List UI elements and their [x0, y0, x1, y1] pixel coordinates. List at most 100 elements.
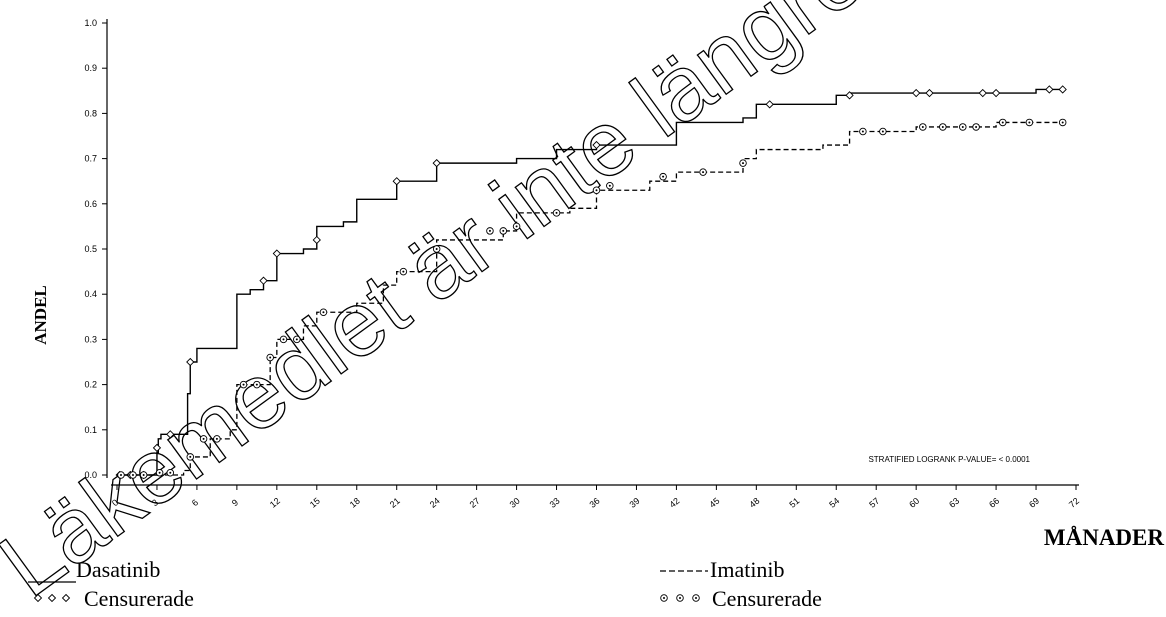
censor-marker-dasatinib — [978, 88, 987, 98]
censor-marker-dasatinib — [152, 443, 162, 453]
y-tick-label: 0.2 — [84, 380, 97, 390]
censor-marker-dasatinib — [432, 158, 441, 168]
censor-marker-dasatinib — [991, 88, 1001, 98]
y-tick-label: 0.6 — [84, 199, 97, 209]
legend-dasatinib-censor-label: Censurerade — [84, 586, 194, 611]
x-tick-label: 42 — [667, 496, 681, 510]
censor-marker-imatinib-dot — [975, 125, 978, 128]
censor-marker-imatinib-dot — [142, 474, 145, 476]
x-tick-label: 18 — [348, 496, 362, 510]
censor-marker-imatinib-dot — [255, 383, 258, 386]
legend-circle-marker-dot — [695, 597, 697, 599]
x-tick-label: 15 — [308, 496, 322, 510]
censor-marker-dasatinib — [592, 140, 601, 150]
censor-marker-imatinib-dot — [515, 225, 518, 228]
axes: 0 3 6 9 12 15 18 21 24 27 30 33 36 39 42 45 48 51 54 57 60 63… — [84, 18, 1081, 510]
x-tick-label: 51 — [787, 496, 801, 510]
censor-marker-imatinib-dot — [242, 383, 245, 386]
x-tick-label: 6 — [190, 497, 200, 508]
x-tick-label: 48 — [747, 496, 761, 510]
censor-marker-imatinib-dot — [881, 130, 884, 133]
censor-marker-dasatinib — [845, 91, 854, 100]
censor-marker-dasatinib — [1058, 85, 1067, 94]
x-tick-label: 3 — [150, 497, 160, 508]
censor-marker-imatinib-dot — [402, 270, 405, 273]
y-tick-label: 0.7 — [84, 154, 97, 164]
censor-marker-imatinib-dot — [435, 248, 438, 250]
censor-marker-imatinib-dot — [488, 229, 491, 232]
x-tick-label: 66 — [987, 496, 1001, 510]
y-tick-label: 0.9 — [84, 63, 97, 73]
censor-marker-dasatinib — [765, 100, 774, 109]
x-tick-label: 57 — [867, 496, 881, 510]
y-axis-label: ANDEL — [31, 285, 50, 345]
censor-marker-imatinib-dot — [1028, 121, 1031, 124]
x-tick-label: 39 — [627, 496, 641, 510]
legend-circle-marker-dot — [663, 597, 665, 599]
censor-marker-dasatinib — [186, 357, 195, 367]
y-tick-label: 1.0 — [84, 18, 97, 28]
censor-marker-dasatinib — [272, 249, 281, 258]
censor-marker-dasatinib — [392, 177, 401, 186]
censor-marker-imatinib-dot — [322, 311, 325, 314]
censor-marker-imatinib-dot — [269, 356, 272, 359]
y-tick-label: 0.0 — [84, 470, 97, 480]
censor-marker-imatinib-dot — [1001, 121, 1004, 124]
censor-marker-imatinib-dot — [941, 125, 944, 128]
censor-marker-imatinib-dot — [1061, 121, 1064, 124]
legend-imatinib-label: Imatinib — [710, 557, 785, 582]
censor-marker-dasatinib — [912, 88, 921, 98]
legend-diamond-marker — [61, 593, 71, 603]
censor-marker-imatinib-dot — [662, 175, 665, 178]
censor-marker-dasatinib — [312, 235, 321, 245]
x-tick-label: 54 — [827, 496, 841, 510]
x-tick-label: 30 — [508, 496, 522, 510]
y-tick-label: 0.8 — [84, 108, 97, 118]
censor-marker-imatinib-dot — [169, 471, 172, 474]
legend-circle-marker-dot — [679, 597, 681, 599]
censor-marker-imatinib-dot — [282, 338, 285, 341]
x-tick-label: 27 — [468, 496, 482, 510]
series-line-imatinib — [117, 121, 1063, 476]
censor-marker-imatinib-dot — [131, 474, 134, 476]
legend: Dasatinib Censurerade Imatinib Censurera… — [28, 557, 822, 611]
censor-marker-imatinib-dot — [742, 162, 745, 165]
x-tick-label: 45 — [707, 496, 721, 510]
censor-marker-imatinib-dot — [295, 338, 298, 341]
censor-marker-dasatinib — [1045, 85, 1054, 94]
censor-marker-imatinib-dot — [555, 211, 558, 214]
censor-marker-imatinib-dot — [202, 437, 205, 440]
x-tick-label: 9 — [230, 497, 240, 508]
p-value-annotation: STRATIFIED LOGRANK P-VALUE= < 0.0001 — [868, 455, 1030, 464]
legend-imatinib-censor-markers — [660, 594, 700, 602]
y-tick-label: 0.5 — [84, 244, 97, 254]
censor-marker-imatinib-dot — [119, 474, 122, 476]
censor-marker-imatinib-dot — [189, 455, 192, 458]
censor-marker-imatinib-dot — [921, 125, 924, 128]
x-tick-label: 60 — [907, 496, 921, 510]
censor-marker-imatinib-dot — [158, 471, 161, 474]
y-tick-label: 0.4 — [84, 289, 97, 299]
series-layer — [115, 85, 1067, 480]
x-tick-label: 21 — [388, 496, 402, 510]
censor-marker-imatinib-dot — [702, 171, 705, 174]
censor-marker-dasatinib — [925, 88, 934, 98]
censor-marker-imatinib-dot — [215, 437, 218, 440]
censor-marker-imatinib-dot — [861, 130, 864, 133]
censor-marker-imatinib-dot — [961, 125, 964, 128]
x-tick-label: 33 — [548, 496, 562, 510]
y-tick-label: 0.1 — [84, 425, 97, 435]
x-tick-label: 36 — [588, 496, 602, 510]
censor-marker-imatinib-dot — [502, 229, 505, 232]
censor-marker-imatinib-dot — [595, 189, 598, 192]
x-axis-label: MÅNADER — [1044, 525, 1164, 550]
censor-marker-imatinib-dot — [608, 184, 611, 187]
legend-diamond-marker — [47, 593, 57, 603]
x-tick-label: 69 — [1027, 496, 1041, 510]
x-tick-label: 24 — [428, 496, 442, 510]
x-tick-label: 0 — [110, 497, 120, 508]
legend-diamond-marker — [33, 593, 43, 603]
x-tick-label: 63 — [947, 496, 961, 510]
censor-marker-dasatinib — [259, 276, 268, 285]
